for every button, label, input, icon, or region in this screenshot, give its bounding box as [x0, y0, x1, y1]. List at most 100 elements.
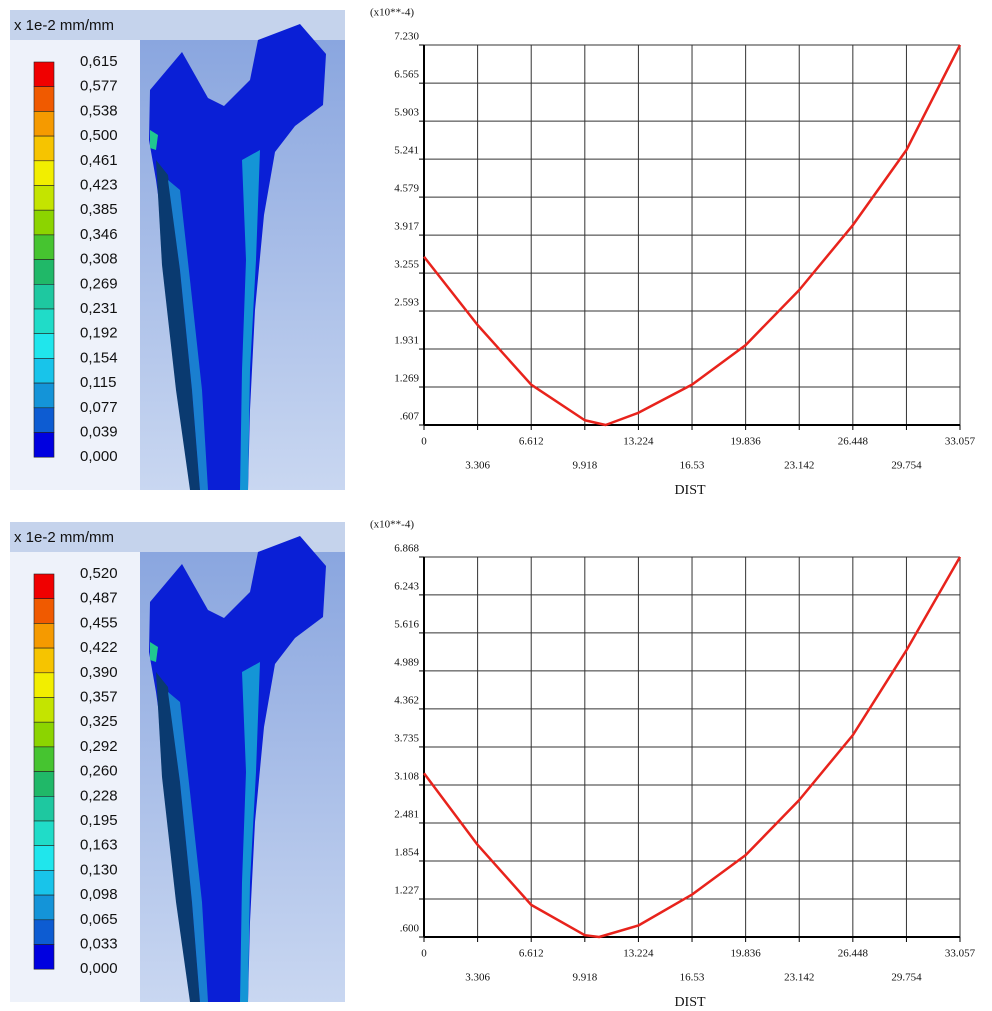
y-tick-label: 1.269 [394, 373, 419, 385]
y-tick-label: 1.931 [394, 335, 419, 347]
data-line [423, 44, 962, 427]
y-tick-label: .607 [400, 411, 420, 423]
y-tick-label: 4.579 [394, 183, 419, 195]
color-swatch [33, 672, 55, 698]
legend-label: 0,077 [80, 399, 118, 416]
legend-label: 0,154 [80, 349, 118, 366]
legend-label: 0,292 [80, 738, 118, 755]
legend-label: 0,260 [80, 763, 118, 780]
color-swatch [33, 160, 55, 186]
color-swatch [33, 86, 55, 112]
y-tick-label: 4.362 [394, 694, 419, 706]
color-swatch [33, 820, 55, 847]
legend-label: 0,385 [80, 201, 118, 218]
y-tick-label: 2.481 [394, 808, 419, 820]
x-tick-label: 29.754 [891, 972, 922, 984]
legend-label: 0,520 [80, 565, 118, 582]
x-tick-label: 23.142 [784, 460, 814, 472]
legend-label: 0,231 [80, 300, 118, 317]
legend-label: 0,500 [80, 127, 118, 144]
x-tick-label: 16.53 [680, 460, 705, 472]
legend-label: 0,538 [80, 102, 118, 119]
color-swatch [33, 111, 55, 137]
y-tick-label: 7.230 [394, 31, 419, 43]
legend-label: 0,423 [80, 176, 118, 193]
color-swatch [33, 61, 55, 88]
x-axis-label: DIST [674, 483, 706, 498]
color-swatch [33, 432, 55, 458]
legend-label: 0,000 [80, 960, 118, 977]
y-tick-label: 6.243 [394, 580, 419, 592]
y-tick-label: 6.868 [394, 543, 419, 555]
legend-label: 0,130 [80, 861, 118, 878]
x-tick-label: 33.057 [945, 948, 976, 960]
legend-label: 0,163 [80, 837, 118, 854]
x-tick-label: 13.224 [623, 948, 654, 960]
x-tick-label: 19.836 [731, 436, 762, 448]
x-tick-label: 0 [421, 948, 427, 960]
data-line [422, 556, 962, 939]
legend-unit: x 1e-2 mm/mm [14, 529, 114, 546]
y-tick-label: 3.108 [394, 770, 419, 782]
color-swatch [33, 209, 55, 236]
legend-label: 0,195 [80, 812, 118, 829]
x-tick-label: 29.754 [891, 460, 922, 472]
x-tick-label: 0 [421, 436, 427, 448]
legend-label: 0,346 [80, 226, 118, 243]
color-swatch [33, 283, 55, 310]
color-swatch [33, 647, 55, 674]
legend-label: 0,390 [80, 664, 118, 681]
legend-label: 0,000 [80, 448, 118, 465]
y-tick-label: 6.565 [394, 69, 419, 81]
color-swatch [33, 795, 55, 822]
color-swatch [33, 382, 55, 409]
y-tick-label: 3.735 [394, 732, 419, 744]
color-swatch [33, 358, 55, 384]
y-tick-label: 2.593 [394, 297, 419, 309]
legend-label: 0,269 [80, 275, 118, 292]
color-swatch [33, 407, 55, 433]
y-tick-label: 5.241 [394, 145, 419, 157]
color-swatch [33, 185, 55, 211]
color-swatch [33, 623, 55, 649]
legend-label: 0,115 [80, 374, 116, 391]
y-tick-label: 4.989 [394, 656, 419, 668]
legend-label: 0,461 [80, 152, 118, 169]
legend-label: 0,192 [80, 325, 118, 342]
y-tick-label: .600 [400, 923, 420, 935]
legend-label: 0,039 [80, 423, 118, 440]
color-swatch [33, 333, 55, 359]
legend-label: 0,615 [80, 53, 118, 70]
x-tick-label: 33.057 [945, 436, 976, 448]
legend-label: 0,422 [80, 639, 118, 656]
legend-label: 0,487 [80, 590, 118, 607]
color-swatch [33, 721, 55, 748]
legend-label: 0,033 [80, 935, 118, 952]
color-swatch [33, 573, 55, 600]
legend-label: 0,228 [80, 787, 118, 804]
x-tick-label: 6.612 [519, 436, 544, 448]
y-unit-label: (x10**-4) [370, 7, 414, 19]
legend-unit: x 1e-2 mm/mm [14, 17, 114, 34]
x-tick-label: 26.448 [838, 948, 869, 960]
legend-label: 0,455 [80, 614, 118, 631]
legend-label: 0,308 [80, 251, 118, 268]
x-tick-label: 9.918 [572, 972, 597, 984]
y-tick-label: 5.616 [394, 618, 419, 630]
color-swatch [33, 259, 55, 285]
y-unit-label: (x10**-4) [370, 519, 414, 531]
legend-label: 0,098 [80, 886, 118, 903]
x-axis-label: DIST [674, 995, 706, 1010]
x-tick-label: 3.306 [465, 460, 490, 472]
y-tick-label: 3.917 [394, 221, 419, 233]
color-swatch [33, 308, 55, 335]
color-swatch [33, 894, 55, 921]
color-swatch [33, 944, 55, 970]
x-tick-label: 13.224 [623, 436, 654, 448]
legend-label: 0,325 [80, 713, 118, 730]
x-tick-label: 9.918 [572, 460, 597, 472]
legend-label: 0,357 [80, 688, 118, 705]
legend-label: 0,065 [80, 911, 118, 928]
x-tick-label: 26.448 [838, 436, 869, 448]
